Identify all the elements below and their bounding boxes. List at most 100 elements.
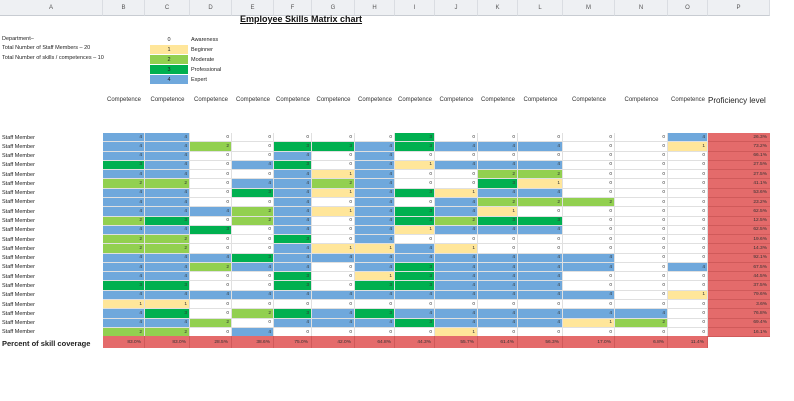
skill-cell[interactable]: 4 (563, 253, 615, 263)
skill-cell[interactable]: 1 (668, 142, 708, 152)
skill-cell[interactable]: 3 (274, 272, 312, 282)
skill-cell[interactable]: 4 (563, 262, 615, 273)
skill-cell[interactable]: 3 (145, 309, 190, 319)
skill-cell[interactable]: 3 (355, 309, 395, 319)
column-header-k[interactable]: K (478, 0, 518, 16)
skill-cell[interactable]: 4 (355, 142, 395, 152)
skill-cell[interactable]: 0 (312, 151, 355, 161)
legend-label[interactable]: Beginner (191, 46, 214, 53)
skill-cell[interactable]: 0 (312, 272, 355, 282)
skill-cell[interactable]: 0 (478, 133, 518, 143)
proficiency-cell[interactable]: 79.6% (708, 290, 770, 301)
skill-cell[interactable]: 4 (518, 225, 563, 236)
legend-value[interactable]: 0 (150, 35, 188, 44)
skill-cell[interactable]: 4 (435, 318, 478, 328)
competence-header[interactable]: Competence (275, 97, 311, 103)
skill-cell[interactable]: 0 (190, 235, 232, 245)
skill-cell[interactable]: 4 (145, 197, 190, 208)
skill-cell[interactable]: 0 (190, 160, 232, 171)
proficiency-cell[interactable]: 53.6% (708, 188, 770, 198)
skill-cell[interactable]: 0 (615, 244, 668, 254)
skill-cell[interactable]: 0 (232, 142, 274, 152)
skill-cell[interactable]: 1 (355, 244, 395, 254)
staff-member-label[interactable]: Staff Member (2, 143, 35, 150)
skill-cell[interactable]: 0 (232, 300, 274, 310)
skill-cell[interactable]: 0 (355, 300, 395, 310)
skill-cell[interactable]: 4 (145, 253, 190, 263)
skill-cell[interactable]: 3 (103, 281, 145, 291)
staff-member-label[interactable]: Staff Member (2, 255, 35, 262)
skill-cell[interactable]: 0 (190, 151, 232, 161)
legend-label[interactable]: Moderate (191, 56, 215, 63)
skill-cell[interactable]: 3 (395, 281, 435, 291)
skill-cell[interactable]: 0 (668, 244, 708, 254)
skill-cell[interactable]: 4 (615, 309, 668, 319)
skill-cell[interactable]: 3 (395, 318, 435, 328)
coverage-cell[interactable]: 83.0% (145, 336, 190, 348)
skill-cell[interactable]: 2 (232, 309, 274, 319)
skill-cell[interactable]: 4 (435, 160, 478, 171)
skill-cell[interactable]: 4 (563, 309, 615, 319)
skill-cell[interactable]: 0 (563, 216, 615, 226)
column-header-e[interactable]: E (232, 0, 274, 16)
staff-member-label[interactable]: Staff Member (2, 153, 35, 160)
proficiency-header[interactable]: Proficiency level (708, 96, 766, 105)
skill-cell[interactable]: 0 (478, 235, 518, 245)
skill-cell[interactable]: 4 (274, 253, 312, 263)
skill-cell[interactable]: 4 (355, 262, 395, 273)
skill-cell[interactable]: 0 (668, 253, 708, 263)
column-header-c[interactable]: C (145, 0, 190, 16)
skill-cell[interactable]: 0 (190, 170, 232, 180)
skill-cell[interactable]: 4 (312, 290, 355, 301)
skill-cell[interactable]: 4 (518, 290, 563, 301)
competence-header[interactable]: Competence (235, 97, 271, 103)
skill-cell[interactable]: 1 (435, 244, 478, 254)
skill-cell[interactable]: 0 (395, 179, 435, 189)
skill-cell[interactable]: 4 (145, 262, 190, 273)
competence-header[interactable]: Competence (624, 97, 659, 103)
skill-cell[interactable]: 4 (355, 151, 395, 161)
skill-cell[interactable]: 3 (312, 142, 355, 152)
skill-cell[interactable]: 0 (518, 300, 563, 310)
skill-cell[interactable]: 4 (355, 318, 395, 328)
legend-value[interactable]: 2 (150, 55, 188, 64)
skill-cell[interactable]: 0 (190, 197, 232, 208)
skill-cell[interactable]: 0 (274, 133, 312, 143)
skill-cell[interactable]: 0 (563, 179, 615, 189)
skill-cell[interactable]: 3 (232, 188, 274, 198)
skill-cell[interactable]: 2 (312, 179, 355, 189)
skill-cell[interactable]: 0 (563, 235, 615, 245)
skill-cell[interactable]: 4 (145, 160, 190, 171)
skill-cell[interactable]: 4 (145, 318, 190, 328)
skill-cell[interactable]: 0 (232, 272, 274, 282)
info-line[interactable]: Department– (2, 36, 34, 42)
coverage-cell[interactable]: 55.7% (435, 336, 478, 348)
skill-cell[interactable]: 1 (312, 188, 355, 198)
staff-member-label[interactable]: Staff Member (2, 245, 35, 252)
skill-cell[interactable]: 4 (103, 170, 145, 180)
skill-cell[interactable]: 4 (355, 235, 395, 245)
skill-cell[interactable]: 4 (145, 272, 190, 282)
staff-member-label[interactable]: Staff Member (2, 208, 35, 215)
skill-cell[interactable]: 0 (435, 235, 478, 245)
skill-cell[interactable]: 0 (668, 225, 708, 236)
legend-value[interactable]: 4 (150, 75, 188, 84)
skill-cell[interactable]: 3 (274, 309, 312, 319)
legend-value[interactable]: 1 (150, 45, 188, 54)
skill-cell[interactable]: 4 (103, 253, 145, 263)
skill-cell[interactable]: 0 (395, 151, 435, 161)
skill-cell[interactable]: 0 (190, 272, 232, 282)
skill-cell[interactable]: 0 (563, 170, 615, 180)
skill-cell[interactable]: 2 (518, 197, 563, 208)
skill-cell[interactable]: 0 (312, 160, 355, 171)
skill-cell[interactable]: 4 (274, 262, 312, 273)
skill-cell[interactable]: 0 (518, 244, 563, 254)
skill-cell[interactable]: 0 (615, 281, 668, 291)
skill-cell[interactable]: 2 (232, 216, 274, 226)
skill-cell[interactable]: 0 (232, 235, 274, 245)
legend-label[interactable]: Awareness (191, 36, 219, 43)
skill-cell[interactable]: 0 (615, 235, 668, 245)
skill-cell[interactable]: 3 (395, 133, 435, 143)
proficiency-cell[interactable]: 66.1% (708, 151, 770, 161)
skill-cell[interactable]: 0 (668, 216, 708, 226)
